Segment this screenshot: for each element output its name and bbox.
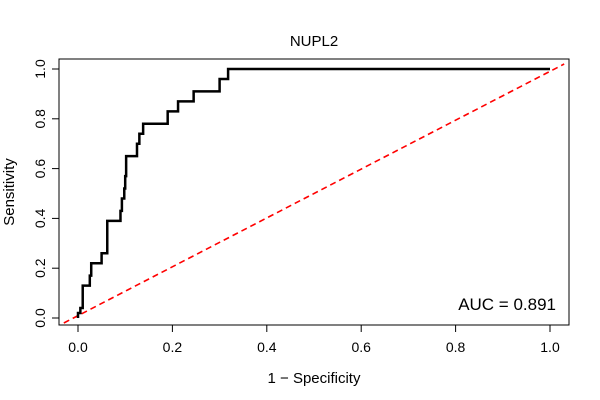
reference-diagonal-line xyxy=(63,63,565,324)
y-tick-label: 0.6 xyxy=(32,159,48,179)
auc-annotation: AUC = 0.891 xyxy=(458,295,556,314)
y-tick-label: 0.0 xyxy=(32,308,48,328)
chart-title: NUPL2 xyxy=(290,33,338,50)
x-tick-label: 0.0 xyxy=(68,339,88,355)
x-tick-label: 0.2 xyxy=(163,339,183,355)
y-tick-label: 0.2 xyxy=(32,258,48,278)
x-tick-label: 1.0 xyxy=(540,339,560,355)
x-tick-label: 0.4 xyxy=(257,339,277,355)
x-tick-label: 0.6 xyxy=(351,339,371,355)
y-tick-label: 0.4 xyxy=(32,208,48,228)
x-axis-label: 1 − Specificity xyxy=(268,370,361,387)
x-tick-label: 0.8 xyxy=(446,339,466,355)
y-axis: 0.0 0.2 0.4 0.6 0.8 1.0 xyxy=(32,59,60,328)
x-axis: 0.0 0.2 0.4 0.6 0.8 1.0 xyxy=(68,324,560,355)
roc-curve-line xyxy=(76,67,550,318)
y-axis-label: Sensitivity xyxy=(1,158,18,226)
series-group xyxy=(63,63,565,324)
y-tick-label: 1.0 xyxy=(32,59,48,79)
y-tick-label: 0.8 xyxy=(32,109,48,129)
